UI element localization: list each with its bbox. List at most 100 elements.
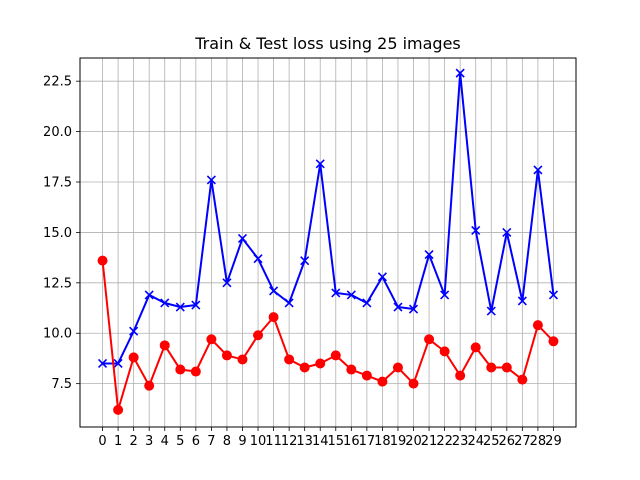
x-tick-label: 11	[265, 434, 282, 449]
data-point	[377, 272, 387, 282]
data-point	[191, 300, 201, 310]
data-point	[439, 346, 450, 357]
data-point	[284, 298, 294, 308]
x-tick-label: 23	[452, 434, 469, 449]
data-point	[300, 256, 310, 266]
x-tick-label: 28	[530, 434, 547, 449]
data-point	[175, 302, 185, 312]
data-point	[424, 334, 435, 345]
data-point	[129, 326, 139, 336]
data-point	[128, 352, 139, 363]
data-point	[502, 227, 512, 237]
y-tick-label: 22.5	[43, 75, 72, 90]
data-point	[97, 358, 108, 369]
x-tick-label: 2	[130, 434, 138, 449]
data-point	[377, 376, 388, 387]
data-point	[501, 362, 512, 373]
series-0	[97, 68, 559, 369]
x-tick-label: 17	[359, 434, 376, 449]
data-point	[548, 290, 559, 300]
x-tick-label: 10	[250, 434, 267, 449]
data-point	[331, 288, 341, 298]
data-point	[393, 302, 403, 312]
x-tick-label: 24	[467, 434, 484, 449]
data-point	[144, 290, 154, 300]
x-tick-label: 21	[421, 434, 438, 449]
data-point	[346, 290, 356, 300]
data-point	[269, 286, 279, 296]
x-tick-label: 0	[98, 434, 106, 449]
data-point	[113, 404, 124, 415]
data-point	[113, 358, 123, 369]
data-point	[237, 354, 248, 365]
x-tick-label: 3	[145, 434, 153, 449]
data-point	[253, 254, 263, 264]
data-point	[517, 374, 528, 385]
data-point	[548, 336, 559, 347]
data-point	[408, 304, 419, 314]
x-tick-label: 18	[374, 434, 391, 449]
x-tick-label: 25	[483, 434, 500, 449]
x-tick-label: 8	[223, 434, 231, 449]
data-point	[470, 342, 481, 353]
y-tick-label: 20.0	[43, 125, 72, 140]
data-point	[517, 296, 527, 306]
x-tick-label: 5	[176, 434, 184, 449]
x-tick-label: 29	[545, 434, 562, 449]
y-tick-label: 7.5	[51, 377, 72, 392]
data-point	[471, 225, 481, 235]
data-point	[206, 175, 216, 185]
x-tick-label: 16	[343, 434, 360, 449]
series-1	[97, 255, 559, 415]
x-tick-label: 22	[436, 434, 453, 449]
data-point	[330, 350, 341, 361]
data-point	[237, 233, 248, 244]
data-point	[392, 362, 403, 373]
chart-title: Train & Test loss using 25 images	[194, 34, 461, 53]
x-tick-label: 15	[328, 434, 345, 449]
series-layer	[97, 68, 559, 415]
plot-frame	[79, 57, 577, 428]
x-tick-label: 12	[281, 434, 298, 449]
x-tick-label: 13	[296, 434, 313, 449]
y-tick-label: 12.5	[43, 276, 72, 291]
data-point	[97, 255, 108, 266]
data-point	[190, 366, 201, 377]
data-point	[424, 250, 434, 260]
data-point	[315, 159, 325, 169]
data-point	[486, 362, 497, 373]
x-tick-label: 9	[238, 434, 246, 449]
x-tick-label: 14	[312, 434, 329, 449]
y-tick-label: 10.0	[43, 327, 72, 342]
data-point	[160, 298, 170, 308]
data-point	[221, 350, 232, 361]
x-tick-label: 20	[405, 434, 422, 449]
x-tick-label: 26	[499, 434, 516, 449]
data-point	[206, 334, 217, 345]
x-tick-label: 1	[114, 434, 122, 449]
data-point	[284, 354, 295, 365]
x-tick-label: 6	[192, 434, 200, 449]
y-axis: 7.5 10.0 12.5 15.0 17.5 20.0 22.5	[43, 75, 80, 392]
data-point	[362, 298, 372, 308]
data-point	[315, 358, 326, 369]
data-point	[486, 306, 496, 316]
series-line	[102, 72, 555, 365]
x-axis: 0 1 2 3 4 5 6 7 8 9 10 11 12 13 14 15 16 17 18 19 20 21 22 23 24…	[98, 427, 562, 449]
data-point	[253, 330, 264, 341]
data-point	[533, 165, 543, 175]
x-tick-label: 4	[161, 434, 169, 449]
y-tick-label: 15.0	[43, 226, 72, 241]
data-point	[532, 320, 543, 331]
data-point	[361, 370, 372, 381]
x-tick-label: 7	[207, 434, 215, 449]
data-point	[346, 364, 357, 375]
data-point	[175, 364, 186, 375]
data-point	[440, 290, 450, 300]
data-point	[455, 370, 466, 381]
data-point	[268, 312, 279, 323]
data-point	[159, 340, 170, 351]
data-point	[299, 362, 310, 373]
data-point	[455, 68, 465, 78]
